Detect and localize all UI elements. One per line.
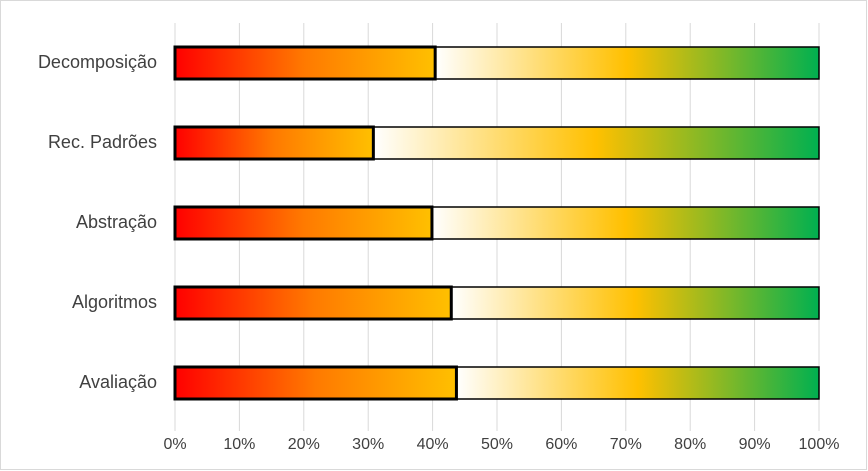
y-tick-label: Rec. Padrões [48, 132, 157, 152]
x-tick-label: 40% [417, 436, 449, 453]
bar-segment [173, 365, 458, 401]
x-tick-label: 70% [610, 436, 642, 453]
bar-segment [173, 205, 434, 241]
x-tick-label: 90% [739, 436, 771, 453]
bar-segment [450, 286, 820, 320]
bar-segment [434, 46, 820, 80]
x-tick-label: 0% [163, 436, 186, 453]
x-tick-label: 20% [288, 436, 320, 453]
bar-segment [372, 126, 820, 160]
y-tick-label: Decomposição [38, 52, 157, 72]
bar-segment [173, 125, 375, 161]
x-tick-label: 100% [799, 436, 840, 453]
x-tick-label: 30% [352, 436, 384, 453]
x-tick-label: 60% [545, 436, 577, 453]
bar-segment [173, 285, 453, 321]
y-tick-label: Abstração [76, 212, 157, 232]
y-tick-label: Algoritmos [72, 292, 157, 312]
x-tick-label: 50% [481, 436, 513, 453]
x-tick-label: 80% [674, 436, 706, 453]
bar-segment [173, 45, 437, 81]
bar-segment [455, 366, 820, 400]
x-tick-label: 10% [223, 436, 255, 453]
bar-segment [431, 206, 820, 240]
y-tick-label: Avaliação [79, 372, 157, 392]
